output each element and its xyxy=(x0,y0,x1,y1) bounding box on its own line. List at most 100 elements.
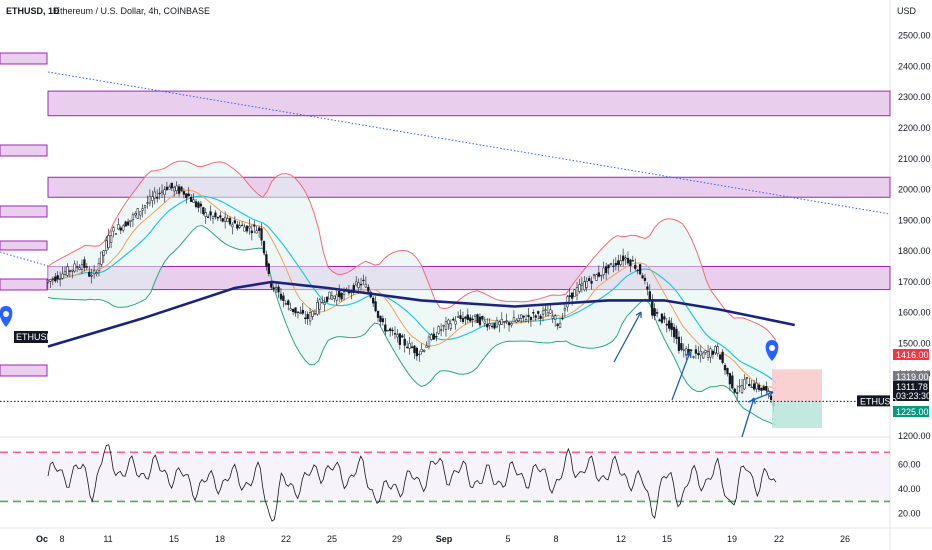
left-zones xyxy=(0,52,48,377)
resistance-zone-1[interactable] xyxy=(47,176,891,198)
time-tick-label: 25 xyxy=(327,534,337,544)
candle-91 xyxy=(267,263,270,277)
take-profit-zone[interactable] xyxy=(772,401,822,429)
candle-231 xyxy=(607,264,610,275)
svg-text:1311.78: 1311.78 xyxy=(896,382,928,392)
candle-192 xyxy=(512,310,516,323)
candle-132 xyxy=(367,284,370,293)
rsi-tick-label: 40.00 xyxy=(898,484,921,494)
rsi-indicator[interactable] xyxy=(0,444,890,522)
candle-237 xyxy=(621,248,625,267)
candle-41 xyxy=(146,195,149,209)
candle-223 xyxy=(587,275,591,282)
candle-282 xyxy=(731,371,734,390)
candle-145 xyxy=(398,332,402,350)
ema-line[interactable] xyxy=(47,189,777,390)
arrow-icon-1[interactable] xyxy=(671,351,692,401)
price-tick-label: 1200.00 xyxy=(898,431,931,441)
time-axis[interactable]: Oc 8 11 15 18 22 25 29 Sep 5 8 12 15 19 22 26 xyxy=(36,534,850,544)
candle-232 xyxy=(609,262,613,266)
candle-103 xyxy=(296,311,300,319)
candle-292 xyxy=(755,377,758,393)
candle-23 xyxy=(102,250,105,264)
candle-127 xyxy=(355,276,358,287)
candle-30 xyxy=(119,225,122,235)
candle-52 xyxy=(173,185,176,197)
candle-238 xyxy=(624,254,627,266)
candle-159 xyxy=(432,327,435,340)
candle-2 xyxy=(51,276,55,286)
candle-224 xyxy=(590,276,593,290)
candle-84 xyxy=(250,224,253,241)
short-position-tool[interactable] xyxy=(772,369,822,429)
candle-35 xyxy=(131,212,135,228)
stop-loss-zone[interactable] xyxy=(772,369,822,402)
candlesticks xyxy=(46,181,775,412)
candle-36 xyxy=(134,211,137,218)
candle-143 xyxy=(393,326,397,340)
price-tick-label: 2300.00 xyxy=(898,92,931,102)
candle-254 xyxy=(663,312,666,324)
candle-15 xyxy=(83,256,86,272)
candle-277 xyxy=(719,354,722,360)
candle-105 xyxy=(301,303,304,316)
rsi-tick-label: 20.00 xyxy=(898,509,921,519)
candle-94 xyxy=(274,284,278,294)
candle-247 xyxy=(646,282,649,296)
candle-241 xyxy=(631,255,634,262)
candle-275 xyxy=(714,345,717,355)
rsi-line[interactable] xyxy=(47,444,777,522)
candle-59 xyxy=(190,194,193,202)
candle-184 xyxy=(493,323,496,330)
candle-0 xyxy=(46,279,50,284)
candle-22 xyxy=(100,251,103,268)
arrow-icon-3[interactable] xyxy=(747,390,774,403)
candle-267 xyxy=(694,344,698,360)
left-alert-marker-icon[interactable] xyxy=(0,306,13,327)
candle-251 xyxy=(655,308,659,318)
left-symbol-tag: ETHUSD xyxy=(14,331,54,343)
candle-112 xyxy=(318,297,321,315)
candle-222 xyxy=(585,277,588,292)
candle-13 xyxy=(78,264,81,271)
candle-226 xyxy=(595,273,598,281)
price-tick-label: 1800.00 xyxy=(898,246,931,256)
candle-21 xyxy=(97,257,101,277)
candle-158 xyxy=(430,333,433,341)
candle-77 xyxy=(233,216,237,224)
candle-39 xyxy=(141,204,144,218)
candle-48 xyxy=(163,186,166,203)
downtrend-line-left[interactable] xyxy=(0,251,49,267)
candle-12 xyxy=(75,260,79,273)
candle-50 xyxy=(168,184,171,190)
left-zone-3 xyxy=(0,240,48,251)
time-tick-label: 18 xyxy=(215,534,225,544)
time-tick-label: 15 xyxy=(662,534,672,544)
candle-106 xyxy=(304,310,307,325)
alert-marker-icon[interactable] xyxy=(764,324,780,361)
candle-201 xyxy=(534,313,537,321)
candle-230 xyxy=(604,262,608,280)
price-tick-label: 2500.00 xyxy=(898,31,931,41)
upper-band-line[interactable] xyxy=(47,160,777,341)
ma200-line[interactable] xyxy=(47,280,795,348)
resistance-zone-0[interactable] xyxy=(47,90,891,117)
candle-61 xyxy=(194,198,198,209)
candle-163 xyxy=(442,324,445,332)
candle-98 xyxy=(284,300,287,306)
candle-174 xyxy=(469,314,472,323)
candle-250 xyxy=(653,303,656,321)
arrow-icon-0[interactable] xyxy=(613,311,642,363)
band-fill xyxy=(48,161,776,425)
candle-244 xyxy=(638,263,642,276)
candle-276 xyxy=(716,343,719,357)
resistance-zone-2[interactable] xyxy=(47,266,891,291)
candle-100 xyxy=(289,302,292,311)
downtrend-line[interactable] xyxy=(47,71,891,215)
candle-269 xyxy=(699,345,702,363)
basis-line[interactable] xyxy=(47,195,777,384)
currency-label: USD xyxy=(897,6,917,16)
annotation-arrows xyxy=(613,311,774,438)
